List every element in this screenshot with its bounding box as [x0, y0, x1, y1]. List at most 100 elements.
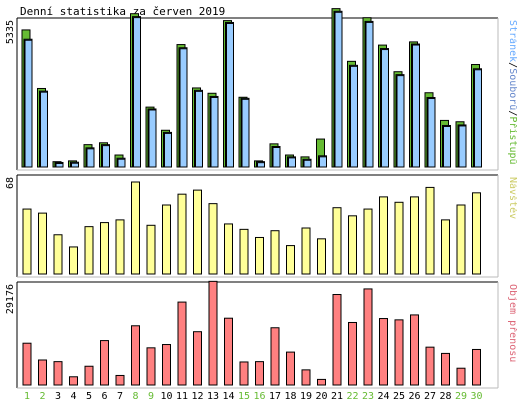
- side-legend-label: Objem přenosu: [507, 284, 517, 362]
- x-tick-label: 19: [300, 391, 312, 402]
- bar-pages: [272, 147, 281, 168]
- bar-transfer: [162, 344, 171, 386]
- bar-pages: [381, 49, 389, 168]
- bar-visits: [100, 222, 109, 275]
- x-tick-label: 5: [86, 391, 92, 402]
- bar-pages: [412, 44, 420, 168]
- x-tick-label: 3: [55, 391, 61, 402]
- bar-transfer: [348, 321, 357, 386]
- bar-pages: [396, 75, 405, 168]
- bar-transfer: [332, 294, 342, 386]
- bar-visits: [410, 196, 419, 275]
- bar-transfer: [69, 376, 78, 386]
- x-tick-label: 25: [393, 391, 405, 402]
- x-tick-label: 12: [191, 391, 203, 402]
- x-tick-label: 27: [424, 391, 436, 402]
- bar-pages: [133, 17, 141, 168]
- bar-visits: [379, 196, 388, 275]
- bar-transfer: [224, 317, 233, 386]
- bar-transfer: [177, 301, 187, 386]
- bar-visits: [394, 201, 404, 275]
- bar-visits: [115, 219, 125, 275]
- side-legend-label: Návštěv: [507, 177, 517, 219]
- bar-pages: [458, 125, 467, 168]
- bar-transfer: [22, 342, 32, 386]
- x-tick-label: 2: [39, 391, 45, 402]
- bar-transfer: [193, 331, 202, 386]
- bar-pages: [427, 98, 436, 168]
- x-tick-label: 30: [470, 391, 482, 402]
- bar-visits: [177, 193, 187, 275]
- y-axis-max-label: 68: [5, 177, 16, 189]
- bar-transfer: [270, 327, 280, 386]
- bar-visits: [84, 226, 94, 275]
- bar-visits: [162, 204, 171, 275]
- bar-transfer: [208, 280, 218, 386]
- bar-transfer: [286, 351, 295, 386]
- bar-visits: [239, 228, 249, 275]
- x-tick-label: 26: [408, 391, 420, 402]
- bar-transfer: [425, 346, 435, 386]
- bar-visits: [441, 219, 450, 275]
- bar-visits: [193, 189, 202, 275]
- chart-title: Denní statistika za červen 2019: [20, 5, 225, 18]
- bar-transfer: [38, 359, 47, 386]
- side-legend-part: /: [507, 62, 517, 68]
- bar-visits: [146, 224, 156, 275]
- bar-pages: [195, 90, 203, 168]
- x-tick-label: 15: [238, 391, 250, 402]
- x-tick-label: 13: [207, 391, 219, 402]
- panel-mid: 68 Návštěv: [5, 174, 517, 278]
- x-tick-label: 10: [160, 391, 172, 402]
- side-legend-part: Návštěv: [507, 177, 517, 219]
- bar-transfer: [456, 367, 466, 386]
- bar-visits: [53, 234, 63, 275]
- bar-transfer: [394, 319, 404, 386]
- bar-visits: [38, 212, 47, 275]
- x-tick-label: 21: [331, 391, 343, 402]
- bar-visits: [425, 186, 435, 275]
- y-axis-max-label: 5335: [5, 20, 16, 44]
- bar-visits: [208, 203, 218, 275]
- bar-visits: [270, 230, 280, 275]
- bar-transfer: [131, 325, 140, 386]
- bar-visits: [69, 246, 78, 275]
- x-tick-label: 22: [346, 391, 358, 402]
- x-axis-day-labels: 1 2 3 4 5 6 7 8 9 10 11 12 13 14 15 16 17 18 19 20 21 22 23 24 2…: [24, 391, 483, 402]
- bar-pages: [365, 21, 374, 168]
- bar-visits: [286, 245, 295, 275]
- bar-visits: [317, 238, 326, 275]
- bar-pages: [474, 69, 482, 168]
- bar-transfer: [379, 318, 388, 386]
- bar-visits: [472, 192, 481, 275]
- bar-pages: [148, 109, 157, 168]
- bar-transfer: [255, 361, 264, 386]
- bar-pages: [319, 156, 327, 168]
- bar-transfer: [146, 347, 156, 386]
- bar-transfer: [84, 365, 94, 386]
- side-legend-part: Objem přenosu: [507, 284, 517, 362]
- side-legend-part: Souborů: [507, 68, 517, 110]
- bar-visits: [301, 227, 311, 275]
- x-tick-label: 8: [132, 391, 138, 402]
- bar-pages: [71, 162, 79, 168]
- bar-pages: [179, 48, 188, 168]
- side-legend-part: Přístupů: [507, 116, 517, 164]
- bar-visits: [348, 215, 357, 275]
- x-tick-label: 18: [284, 391, 296, 402]
- bar-transfer: [441, 352, 450, 386]
- bar-transfer: [53, 361, 63, 386]
- bar-pages: [288, 157, 296, 168]
- bar-transfer: [301, 369, 311, 386]
- bar-visits: [131, 181, 140, 275]
- bar-visits: [224, 223, 233, 275]
- x-tick-label: 6: [101, 391, 107, 402]
- bar-transfer: [363, 288, 373, 386]
- x-tick-label: 29: [455, 391, 467, 402]
- bar-visits: [332, 207, 342, 275]
- bar-pages: [257, 162, 265, 168]
- bar-pages: [350, 65, 358, 168]
- bar-transfer: [115, 374, 125, 386]
- bar-pages: [40, 91, 48, 168]
- x-tick-label: 17: [269, 391, 281, 402]
